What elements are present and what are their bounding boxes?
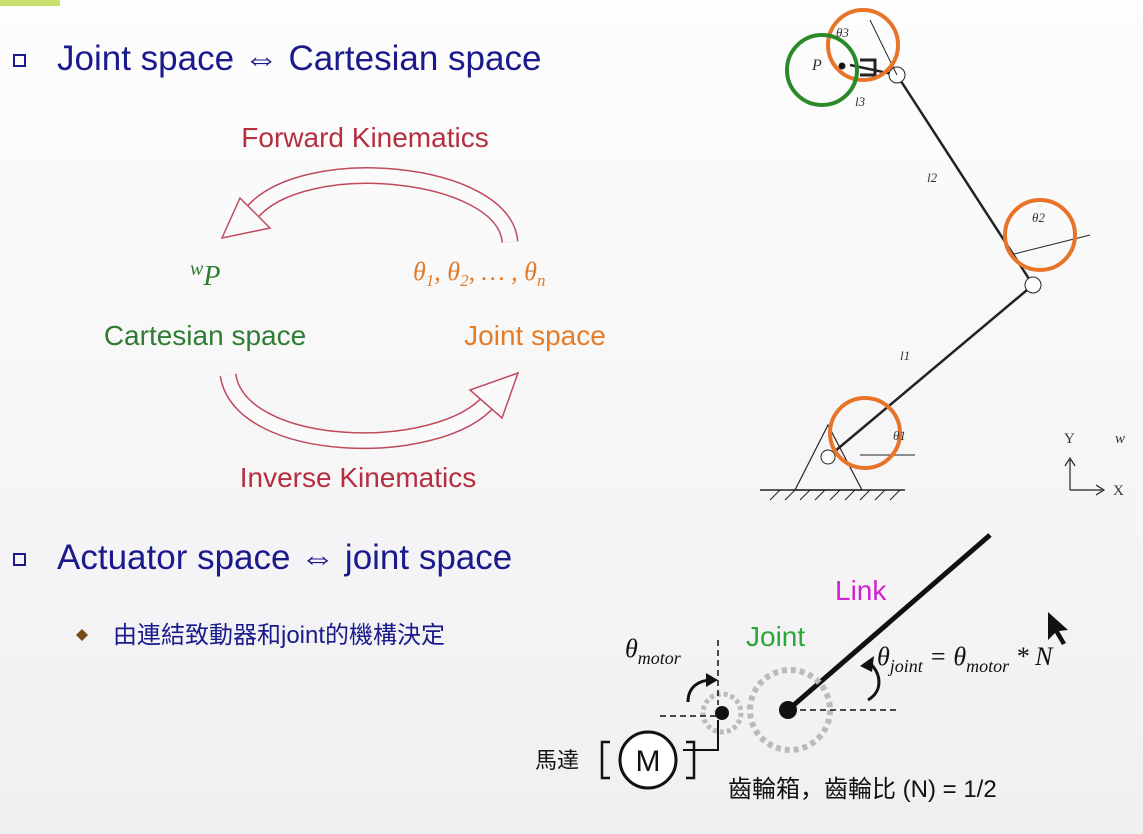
bullet-text: Actuator space ⇔ joint space: [57, 538, 512, 577]
t: n: [537, 271, 546, 290]
sub-bullet-text: 由連結致動器和joint的機構決定: [113, 622, 445, 649]
theta-motor: θmotor: [625, 634, 682, 668]
joint-space-label: Joint space: [464, 320, 606, 351]
t: 2: [460, 271, 469, 290]
t: , … , θ: [469, 257, 538, 286]
t: , θ: [434, 257, 460, 286]
t: θ: [877, 642, 890, 671]
motor-symbol: M: [636, 745, 661, 778]
label: Y: [1064, 431, 1075, 447]
corner-accent: [0, 0, 60, 6]
label: l1: [900, 348, 910, 363]
wp: wP: [190, 258, 220, 292]
actuator-diagram: [600, 533, 992, 790]
joint-label: Joint: [746, 621, 805, 652]
cartesian-label: Cartesian space: [104, 320, 306, 351]
t: joint: [888, 656, 924, 676]
t: θ: [625, 634, 638, 663]
label: P: [811, 57, 822, 74]
t: motor: [966, 656, 1010, 676]
forward-arrow: [220, 167, 519, 244]
robot-labels: θ3 P l3 l2 θ2 l1 θ1 Y X w: [811, 25, 1125, 499]
bullet-square: [13, 553, 26, 566]
label: θ2: [1032, 210, 1045, 225]
forward-label: Forward Kinematics: [241, 122, 488, 153]
label: l2: [927, 170, 938, 185]
label: θ3: [836, 25, 849, 40]
t: motor: [638, 648, 682, 668]
link-label: Link: [835, 575, 887, 606]
t: θ: [413, 257, 426, 286]
label: w: [1115, 431, 1125, 447]
inverse-label: Inverse Kinematics: [240, 462, 477, 493]
thetas: θ1, θ2, … , θn: [413, 257, 545, 290]
motor-label: 馬達: [535, 748, 579, 773]
bullet-square: [13, 54, 26, 67]
formula: θjoint = θmotor * N: [877, 642, 1054, 676]
wp-base: P: [202, 261, 220, 292]
t: 1: [426, 271, 435, 290]
wp-sup: w: [190, 258, 204, 280]
sub-bullet-diamond: [76, 629, 88, 641]
t: * N: [1009, 642, 1054, 671]
label: X: [1113, 483, 1124, 499]
robot-diagram: [760, 8, 1106, 501]
gearbox-label: 齒輪箱，齒輪比 (N) = 1/2: [728, 776, 997, 803]
cursor: [1048, 612, 1068, 645]
inverse-arrow: [219, 371, 520, 449]
label: l3: [855, 94, 866, 109]
label: θ1: [893, 428, 906, 443]
bullet-text: Joint space ⇔ Cartesian space: [57, 39, 541, 78]
t: = θ: [923, 642, 967, 671]
